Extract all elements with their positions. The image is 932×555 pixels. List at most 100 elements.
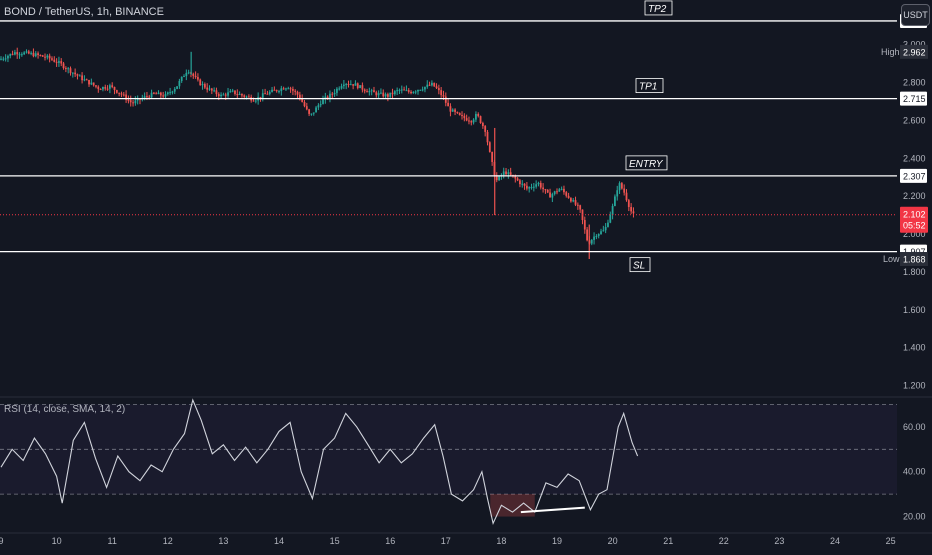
- candle-body: [542, 187, 544, 190]
- candle-body: [440, 90, 443, 96]
- candle-body: [465, 118, 468, 121]
- candle-body: [391, 92, 394, 95]
- candle-body: [398, 89, 401, 91]
- candle-body: [442, 95, 445, 97]
- price-tick-label: 2.400: [903, 153, 926, 163]
- candle-body: [14, 52, 16, 55]
- candle-body: [400, 89, 403, 91]
- candle-body: [275, 90, 278, 92]
- high-value: 2.962: [903, 47, 926, 57]
- candle-body: [199, 79, 202, 86]
- candle-body: [278, 91, 280, 93]
- candle-body: [97, 86, 100, 90]
- candle-body: [607, 222, 609, 227]
- level-price-box: [900, 91, 927, 106]
- time-tick-label: 15: [330, 536, 340, 546]
- candle-body: [560, 188, 563, 190]
- time-tick-label: 23: [774, 536, 784, 546]
- candle-body: [463, 115, 466, 119]
- candle-body: [146, 96, 148, 98]
- candle-body: [185, 72, 188, 77]
- candle-body: [329, 93, 331, 99]
- candle-body: [484, 126, 487, 132]
- candle-body: [419, 89, 422, 91]
- high-label: High: [881, 47, 900, 57]
- candle-body: [574, 200, 577, 205]
- candle-body: [537, 182, 540, 185]
- candle-body: [412, 91, 415, 94]
- candle-body: [549, 192, 551, 198]
- candle-body: [454, 109, 456, 112]
- price-tick-label: 1.200: [903, 381, 926, 391]
- candle-body: [479, 116, 482, 123]
- candle-body: [44, 56, 46, 58]
- candle-body: [243, 95, 246, 97]
- candle-body: [305, 106, 308, 110]
- candle-body: [431, 82, 433, 86]
- candle-body: [203, 84, 206, 88]
- rsi-tick-label: 60.00: [903, 422, 926, 432]
- candle-body: [122, 94, 125, 96]
- candle-body: [227, 92, 229, 96]
- candle-body: [444, 96, 447, 103]
- level-label-box: [644, 0, 673, 16]
- candle-body: [507, 172, 510, 175]
- candle-body: [546, 189, 549, 193]
- currency-button[interactable]: USDT: [901, 4, 930, 26]
- candle-body: [64, 68, 67, 70]
- time-tick-label: 20: [608, 536, 618, 546]
- candle-body: [178, 81, 181, 87]
- price-tick-label: 1.800: [903, 267, 926, 277]
- candle-body: [99, 89, 102, 91]
- candle-body: [481, 122, 484, 127]
- candle-body: [342, 84, 345, 87]
- candle-body: [354, 83, 357, 86]
- candle-body: [67, 68, 70, 70]
- candle-body: [407, 90, 410, 92]
- candle-body: [553, 191, 556, 195]
- candle-body: [118, 92, 121, 94]
- candle-body: [71, 72, 74, 74]
- candle-body: [294, 90, 297, 92]
- candle-body: [298, 94, 301, 99]
- candle-body: [81, 75, 83, 81]
- candle-body: [171, 91, 174, 93]
- candle-body: [9, 53, 12, 56]
- candle-body: [338, 88, 341, 90]
- candle-body: [375, 92, 378, 96]
- time-tick-label: 13: [218, 536, 228, 546]
- candle-body: [129, 100, 132, 103]
- candle-body: [396, 90, 399, 92]
- candle-body: [254, 100, 257, 102]
- candle-body: [468, 120, 470, 122]
- candle-body: [83, 79, 86, 81]
- candle-body: [433, 82, 436, 87]
- candle-body: [428, 84, 431, 86]
- candle-body: [389, 92, 392, 97]
- time-tick-label: 19: [552, 536, 562, 546]
- rsi-line: [0, 398, 639, 526]
- candle-body: [215, 90, 218, 95]
- rsi-tick-label: 20.00: [903, 512, 926, 522]
- candle-body: [356, 83, 359, 89]
- candle-body: [516, 178, 519, 181]
- candle-body: [0, 58, 2, 60]
- candle-body: [153, 92, 155, 94]
- candle-body: [317, 105, 320, 108]
- time-tick-label: 10: [52, 536, 62, 546]
- candle-body: [220, 94, 222, 97]
- candle-body: [268, 91, 271, 95]
- candle-body: [544, 189, 547, 191]
- candle-body: [558, 189, 561, 192]
- candle-body: [18, 54, 21, 56]
- rsi-indicator-title[interactable]: RSI (14, close, SMA, 14, 2): [4, 404, 126, 415]
- candle-body: [426, 84, 429, 87]
- candle-body: [208, 88, 211, 90]
- candle-body: [322, 99, 324, 105]
- candle-body: [625, 192, 628, 201]
- candle-body: [370, 90, 373, 92]
- candle-body: [340, 86, 343, 89]
- candle-body: [405, 90, 408, 92]
